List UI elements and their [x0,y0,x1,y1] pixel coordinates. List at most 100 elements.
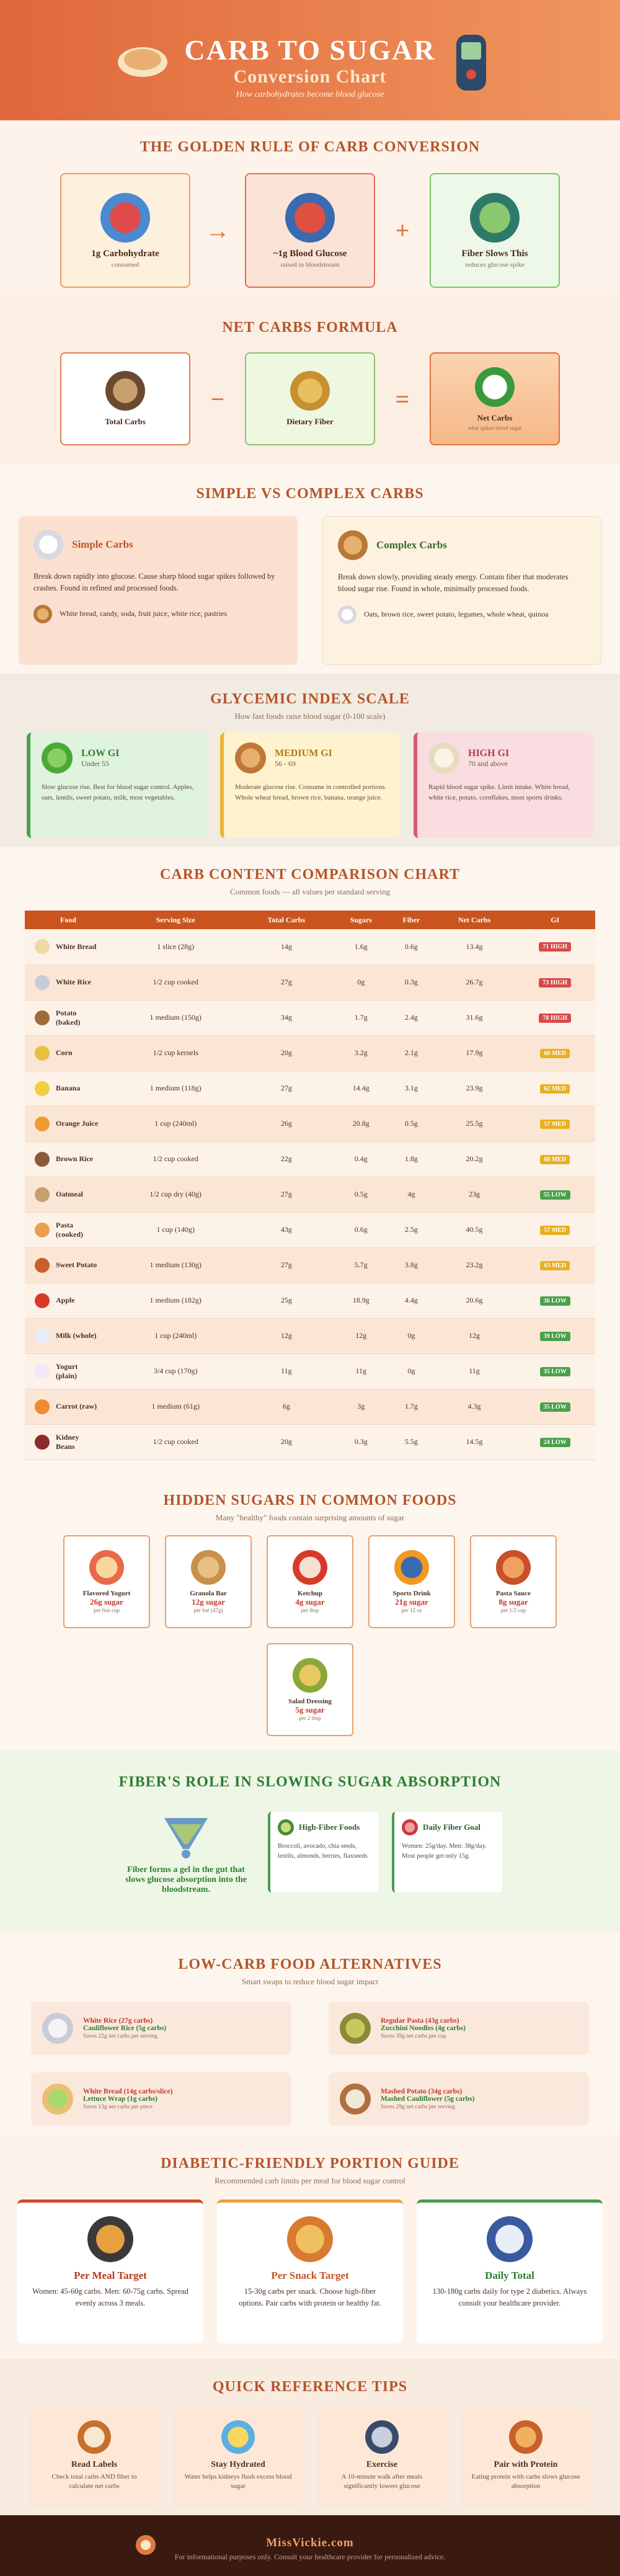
table-cell: 20.2g [433,1141,515,1177]
cell-text: 11g [355,1366,367,1375]
portion-card: Per Snack Target 15-30g carbs per snack. … [217,2199,403,2343]
column-header: Food [25,911,112,929]
section-title: LOW-CARB FOOD ALTERNATIVES [178,1956,442,1972]
sugar-name: Flavored Yogurt [82,1590,131,1597]
table-row: Oatmeal 1/2 cup dry (40g) 27g 0.5g 4g 23g 55 L… [25,1177,595,1213]
cell-text: 26.7g [466,978,483,986]
food-cell: Kidney Beans [35,1433,111,1451]
table-cell: 11g [333,1353,389,1389]
cell-text: 22g [280,1154,292,1163]
table-cell: Kidney Beans [25,1424,112,1460]
type-examples: White bread, candy, soda, fruit juice, w… [60,609,228,618]
cell-text: 1 medium (118g) [149,1084,202,1092]
table-cell: 23g [433,1177,515,1213]
icon [35,1257,50,1273]
table-cell: 14.4g [333,1071,389,1107]
table-cell: 0.5g [389,1106,434,1142]
cell-text: 40.5g [466,1225,483,1234]
cell-text: 14.4g [352,1084,370,1092]
food-name: White Rice [56,978,91,986]
icon [35,1045,50,1061]
portion-row: Per Meal Target Women: 45-60g carbs. Men:… [0,2199,620,2343]
gi-badge: 71 HIGH [539,942,572,952]
cell-text: 2.5g [404,1225,418,1234]
table-cell: 17.9g [433,1035,515,1071]
section-title: SIMPLE VS COMPLEX CARBS [196,486,424,502]
table-cell: 14g [239,929,334,965]
header-row: Food Serving Size Total Carbs Sugars Fiber Ne… [25,911,595,929]
portion-title: Per Snack Target [271,2270,349,2281]
cell-text: 0g [357,978,365,986]
table-cell: 1.8g [389,1141,434,1177]
gi-badge: 57 MED [540,1119,570,1129]
cell-text: 11g [469,1366,480,1375]
type-head: Complex Carbs [338,530,586,560]
table-cell: 2.1g [389,1035,434,1071]
icon [394,1550,429,1585]
food-name: Banana [56,1084,81,1092]
table-cell: 1 cup (240ml) [112,1106,240,1142]
type-head: Simple Carbs [33,530,283,559]
type-card: Simple Carbs Break down rapidly into gluc… [19,516,298,665]
table-body: White Bread 1 slice (28g) 14g 1.6g 0.6g 13.4g… [25,929,595,1460]
cell-text: 13.4g [466,942,483,951]
cell-text: 4.3g [467,1402,481,1411]
alt-savings: Saves 13g net carbs per piece [83,2104,153,2110]
cell-text: 27g [280,1084,292,1092]
table-cell: Potato (baked) [25,1000,112,1036]
icon [33,604,52,623]
cell-text: 25.5g [466,1119,483,1128]
table-cell: 2.5g [389,1212,434,1248]
icon [35,1434,50,1450]
cell-text: 20g [280,1048,292,1057]
fiber-card-head: High-Fiber Foods [278,1819,371,1835]
cell-text: 0.5g [404,1119,418,1128]
sugar-serving: per 12 oz [401,1607,422,1613]
footer: MissVickie.com For informational purpose… [0,2515,620,2576]
cell-text: 20.2g [466,1154,483,1163]
alt-grid: White Rice (27g carbs) Cauliflower Rice (… [0,2002,620,2126]
gi-description: Rapid blood sugar spike. Limit intake. W… [428,783,570,801]
column-header: Net Carbs [433,911,515,929]
table-cell: 62 MED [515,1071,595,1107]
table-cell: 12g [433,1318,515,1354]
column-header: Total Carbs [239,911,334,929]
icon [475,367,515,407]
food-cell: Orange Juice [35,1116,111,1131]
cell-text: 3.1g [404,1084,418,1092]
glycemic-index: GLYCEMIC INDEX SCALE How fast foods rais… [0,674,620,847]
portion-guide: DIABETIC-FRIENDLY PORTION GUIDE Recommen… [0,2137,620,2359]
cell-text: 5.5g [404,1437,418,1446]
section-title: CARB CONTENT COMPARISON CHART [160,867,460,883]
type-name: Simple Carbs [72,538,133,550]
alt-text: White Rice (27g carbs) Cauliflower Rice (… [83,2017,166,2039]
icon [42,742,73,773]
cell-text: 1 cup (240ml) [154,1119,197,1128]
food-cell: Carrot (raw) [35,1399,111,1414]
icon [35,1187,50,1202]
title: CARB TO SUGAR [184,34,436,66]
gi-range: 70 and above [468,759,508,768]
table-cell: 1 slice (28g) [112,929,240,965]
food-cell: White Rice [35,974,111,990]
gi-card: LOW GI Under 55 Slow glucose rise. Best fo… [27,733,206,838]
gi-range: 56 - 69 [275,759,296,768]
table-cell: 23.9g [433,1071,515,1107]
cell-text: 12g [355,1331,367,1340]
icon [35,974,50,990]
glucose-meter-icon [456,35,486,91]
table-row: Orange Juice 1 cup (240ml) 26g 20.8g 0.5g 25.… [25,1106,595,1142]
alt-card: White Bread (14g carbs/slice) Lettuce Wra… [31,2072,291,2126]
table-cell: 0.5g [333,1177,389,1213]
table-cell: 63 MED [515,1247,595,1283]
gi-name: HIGH GI [468,747,510,759]
alt-from: Mashed Potato (34g carbs) [381,2088,463,2095]
subtitle: Conversion Chart [233,66,387,87]
tip-card: Exercise A 10-minute walk after meals sig… [317,2409,447,2508]
operator: − [210,385,225,413]
cell-text: 1/2 cup cooked [153,978,198,986]
cell-text: 0.4g [354,1154,368,1163]
table-cell: 0g [389,1318,434,1354]
table-cell: 26g [239,1106,334,1142]
icon [235,742,266,773]
